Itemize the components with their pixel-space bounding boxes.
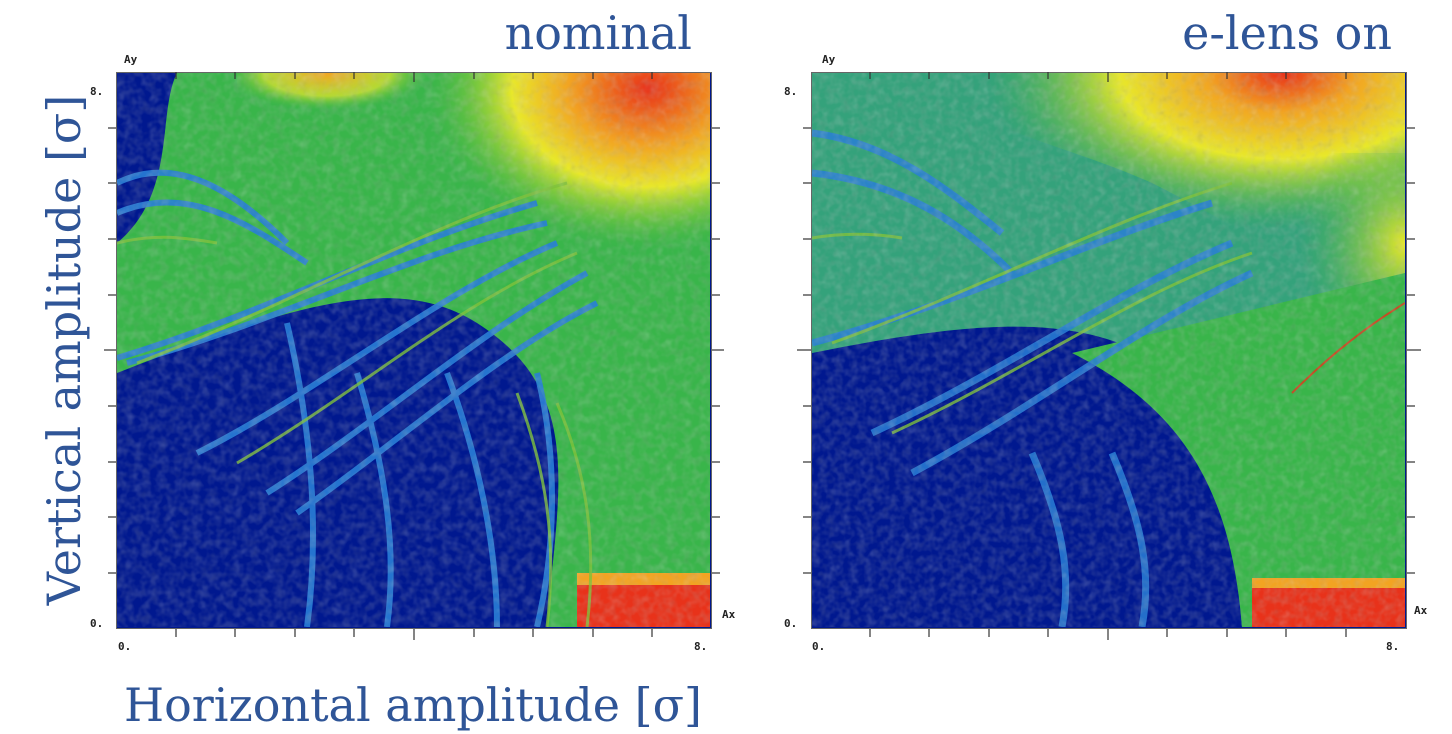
- x-tick-max: 8.: [694, 640, 708, 653]
- x-tick-max-2: 8.: [1386, 640, 1400, 653]
- chart-panel-nominal: Ay 8. 0. 0. 8. Ax: [0, 0, 740, 670]
- chart-panel-elens: Ay 8. 0. 0. 8. Ax: [784, 53, 1428, 653]
- x-axis-label-ax: Ax: [722, 608, 736, 621]
- x-axis-label-ax-2: Ax: [1414, 604, 1428, 617]
- y-tick-max: 8.: [90, 85, 104, 98]
- panel-title-elens: e-lens on: [1182, 6, 1392, 60]
- y-tick-min-2: 0.: [784, 617, 798, 630]
- x-axis-title: Horizontal amplitude [σ]: [124, 678, 702, 732]
- heatmap-plot-nominal: [116, 72, 712, 629]
- panel-title-nominal: nominal: [504, 6, 692, 60]
- y-axis-label-ay: Ay: [124, 53, 138, 66]
- heatmap-svg-nominal: [117, 73, 710, 627]
- y-tick-max-2: 8.: [784, 85, 798, 98]
- heatmap-svg-elens: [812, 73, 1405, 627]
- y-axis-label-ay-2: Ay: [822, 53, 836, 66]
- heatmap-plot-elens: [811, 72, 1407, 629]
- x-tick-min-2: 0.: [812, 640, 826, 653]
- y-tick-min: 0.: [90, 617, 104, 630]
- x-tick-min: 0.: [118, 640, 132, 653]
